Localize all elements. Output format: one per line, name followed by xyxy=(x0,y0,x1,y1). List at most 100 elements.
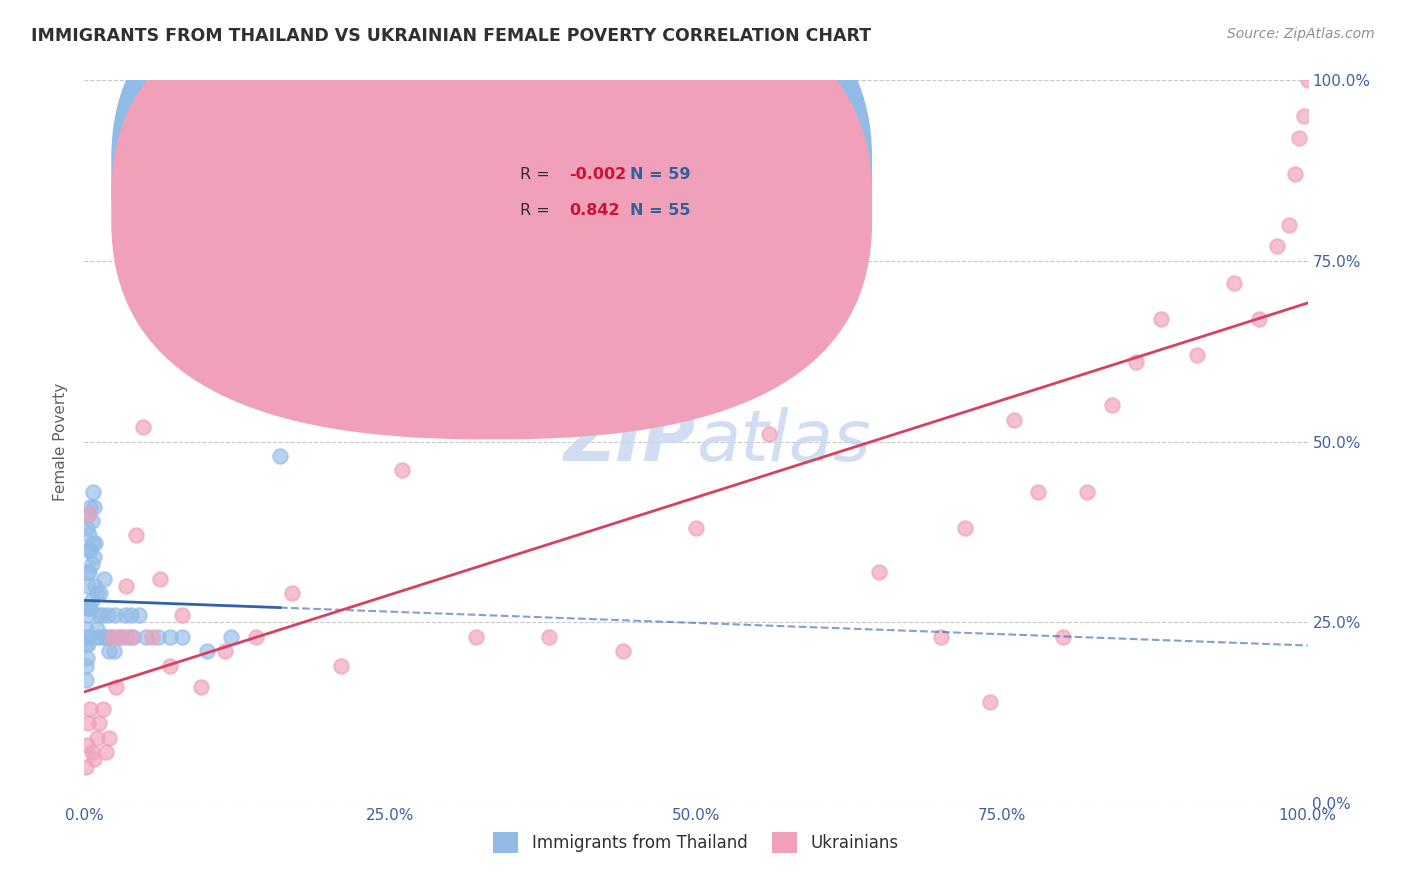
Point xyxy=(80,558,103,572)
Point xyxy=(105,630,128,644)
Point xyxy=(101,630,124,644)
Point xyxy=(97,731,120,745)
Point xyxy=(758,427,780,442)
Point xyxy=(149,572,172,586)
Point xyxy=(1125,355,1147,369)
Point xyxy=(86,586,108,600)
Point xyxy=(190,680,212,694)
Point xyxy=(77,528,100,542)
FancyBboxPatch shape xyxy=(451,145,745,253)
Point xyxy=(82,485,104,500)
Point xyxy=(79,600,101,615)
Text: -0.002: -0.002 xyxy=(569,167,626,182)
Point xyxy=(172,630,194,644)
Point xyxy=(76,651,98,665)
Point xyxy=(1288,131,1310,145)
Point xyxy=(115,630,138,644)
Point xyxy=(80,514,103,528)
Point xyxy=(141,630,163,644)
Point xyxy=(105,680,128,694)
Point xyxy=(80,745,103,759)
Point xyxy=(612,644,634,658)
FancyBboxPatch shape xyxy=(111,0,872,440)
Point xyxy=(80,593,103,607)
Point xyxy=(122,630,145,644)
Point xyxy=(103,644,125,658)
Point xyxy=(1278,218,1301,232)
Point xyxy=(94,630,117,644)
Point xyxy=(1223,276,1246,290)
Point xyxy=(79,500,101,514)
Point xyxy=(83,500,105,514)
Point xyxy=(538,630,561,644)
Point xyxy=(100,630,122,644)
Point xyxy=(76,630,98,644)
Text: atlas: atlas xyxy=(696,407,870,476)
Point xyxy=(77,565,100,579)
Point xyxy=(87,716,110,731)
Point xyxy=(146,630,169,644)
Point xyxy=(115,579,138,593)
Point xyxy=(82,535,104,549)
Text: R =: R = xyxy=(520,167,550,182)
Point xyxy=(77,507,100,521)
Point xyxy=(1247,311,1270,326)
Point xyxy=(75,673,97,687)
Point xyxy=(75,637,97,651)
Point xyxy=(96,630,118,644)
Point xyxy=(1265,239,1288,253)
Point xyxy=(1076,485,1098,500)
Point xyxy=(83,752,105,766)
Point xyxy=(76,738,98,752)
Point xyxy=(96,745,118,759)
Point xyxy=(391,463,413,477)
Point xyxy=(125,528,148,542)
Point xyxy=(86,731,108,745)
Point xyxy=(159,630,181,644)
Point xyxy=(195,644,218,658)
Point xyxy=(79,542,101,557)
Point xyxy=(820,239,842,253)
Point xyxy=(1028,485,1050,500)
Point xyxy=(77,600,100,615)
Point xyxy=(1002,413,1025,427)
Point xyxy=(159,658,181,673)
Point xyxy=(1150,311,1173,326)
Point xyxy=(172,607,194,622)
Point xyxy=(77,630,100,644)
Point xyxy=(75,658,97,673)
Point xyxy=(89,586,111,600)
Point xyxy=(76,600,98,615)
Point xyxy=(77,607,100,622)
Point xyxy=(979,695,1001,709)
Point xyxy=(97,607,120,622)
Point xyxy=(77,637,100,651)
Point xyxy=(83,550,105,565)
Point xyxy=(953,521,976,535)
Point xyxy=(1284,167,1306,181)
Point xyxy=(330,658,353,673)
Point xyxy=(464,630,486,644)
Text: N = 55: N = 55 xyxy=(630,202,690,218)
FancyBboxPatch shape xyxy=(111,0,872,403)
Point xyxy=(219,630,242,644)
Point xyxy=(929,630,952,644)
Point xyxy=(93,572,115,586)
Point xyxy=(104,607,127,622)
Point xyxy=(91,702,114,716)
Text: Source: ZipAtlas.com: Source: ZipAtlas.com xyxy=(1227,27,1375,41)
Text: IMMIGRANTS FROM THAILAND VS UKRAINIAN FEMALE POVERTY CORRELATION CHART: IMMIGRANTS FROM THAILAND VS UKRAINIAN FE… xyxy=(31,27,872,45)
Point xyxy=(76,565,98,579)
Point xyxy=(77,542,100,557)
Point xyxy=(281,586,304,600)
Text: N = 59: N = 59 xyxy=(630,167,690,182)
Point xyxy=(76,521,98,535)
Point xyxy=(87,630,110,644)
Legend: Immigrants from Thailand, Ukrainians: Immigrants from Thailand, Ukrainians xyxy=(486,826,905,860)
Point xyxy=(1292,110,1315,124)
Point xyxy=(84,579,107,593)
Point xyxy=(77,507,100,521)
Point xyxy=(685,521,707,535)
Point xyxy=(120,607,142,622)
Point xyxy=(1101,398,1123,412)
